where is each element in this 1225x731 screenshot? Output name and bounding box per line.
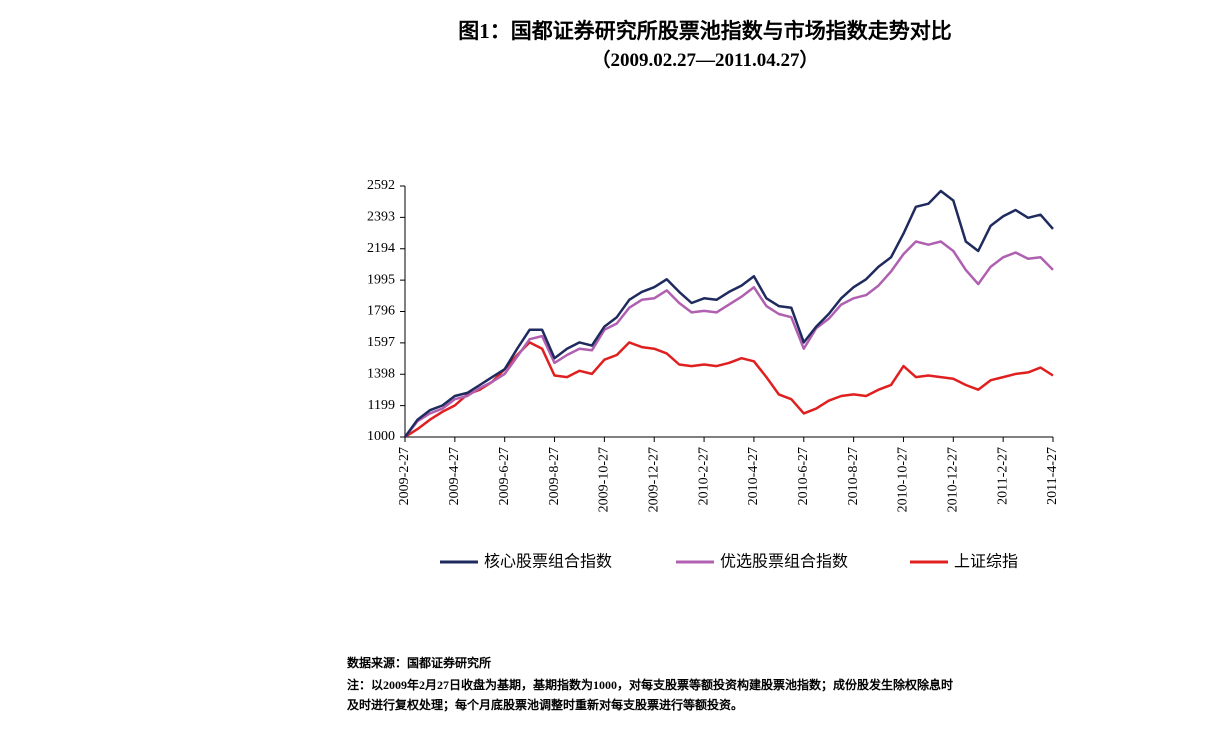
x-tick-label: 2010-12-27 [946, 447, 961, 512]
legend-label: 上证综指 [954, 552, 1018, 571]
series-line [404, 240, 1054, 438]
y-tick-label: 1398 [367, 366, 395, 381]
x-tick-label: 2010-2-27 [696, 447, 711, 505]
y-tick-label: 1199 [368, 398, 395, 413]
x-tick-label: 2010-8-27 [846, 447, 861, 505]
chart-subtitle: （2009.02.27—2011.04.27） [592, 48, 819, 71]
legend-label: 优选股票组合指数 [720, 552, 848, 571]
footnote: 及时进行复权处理；每个月底股票池调整时重新对每支股票进行等额投资。 [347, 697, 743, 712]
footnote: 注：以2009年2月27日收盘为基期，基期指数为1000，对每支股票等额投资构建… [347, 677, 953, 692]
x-tick-label: 2010-10-27 [896, 447, 911, 512]
y-tick-label: 1000 [367, 429, 395, 444]
y-tick-label: 1796 [367, 304, 395, 319]
source-note: 数据来源：国都证券研究所 [347, 655, 491, 670]
x-tick-label: 2011-2-27 [995, 447, 1010, 505]
x-tick-label: 2009-6-27 [497, 447, 512, 505]
series-line [404, 341, 1054, 439]
legend-label: 核心股票组合指数 [484, 552, 612, 571]
x-tick-label: 2009-8-27 [547, 447, 562, 505]
x-tick-label: 2010-6-27 [796, 447, 811, 505]
y-tick-label: 1995 [367, 272, 395, 287]
x-tick-label: 2010-4-27 [746, 447, 761, 505]
x-tick-label: 2009-4-27 [447, 447, 462, 505]
y-tick-label: 2393 [367, 210, 395, 225]
chart-title: 图1：国都证券研究所股票池指数与市场指数走势对比 [458, 19, 952, 43]
y-tick-label: 2194 [367, 241, 395, 256]
x-tick-label: 2009-10-27 [597, 447, 612, 512]
y-tick-label: 2592 [367, 178, 395, 193]
x-tick-label: 2011-4-27 [1045, 447, 1060, 505]
y-tick-label: 1597 [367, 335, 395, 350]
x-tick-label: 2009-12-27 [646, 447, 661, 512]
series-line [403, 189, 1054, 438]
x-tick-label: 2009-2-27 [397, 447, 412, 505]
